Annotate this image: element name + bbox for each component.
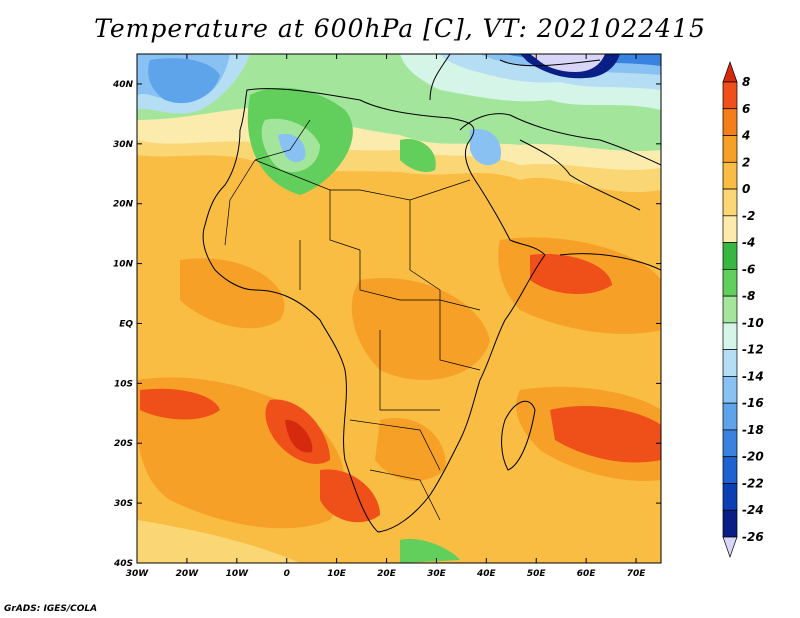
colorbar-label: -14 — [742, 369, 764, 383]
y-tick-label: 20S — [114, 439, 133, 449]
colorbar-swatch — [722, 509, 738, 538]
colorbar-swatch — [722, 161, 738, 190]
x-tick-label: 40E — [476, 569, 497, 579]
colorbar-label: -12 — [742, 343, 764, 357]
country-borders — [224, 119, 481, 521]
colorbar-swatch — [722, 295, 738, 324]
x-tick-label: 30W — [126, 569, 150, 579]
y-tick-label: 20N — [113, 200, 134, 210]
colorbar-swatch — [722, 322, 738, 350]
colorbar-label: -8 — [742, 289, 755, 303]
y-tick-label: 30S — [114, 499, 133, 509]
colorbar-label: 4 — [741, 129, 750, 143]
colorbar-swatch — [722, 402, 738, 431]
colorbar-label: 0 — [742, 182, 750, 196]
x-tick-label: 20E — [377, 569, 397, 579]
y-tick-label: 10S — [114, 379, 133, 389]
y-tick-label: 10N — [113, 260, 134, 270]
colorbar-label: -10 — [742, 316, 764, 330]
temperature-field — [137, 54, 661, 563]
x-tick-label: 50E — [527, 569, 547, 579]
y-tick-label: EQ — [119, 319, 133, 329]
colorbar-label: -26 — [742, 530, 764, 544]
y-tick-label: 40N — [112, 80, 134, 90]
colorbar-label: -2 — [742, 209, 755, 223]
colorbar-swatch — [722, 429, 738, 458]
colorbar-label: 8 — [742, 75, 750, 89]
colorbar-swatch — [722, 215, 738, 243]
x-tick-label: 70E — [627, 569, 647, 579]
map-title: Temperature at 600hPa [C], VT: 202102241… — [94, 14, 706, 43]
coastlines — [202, 54, 661, 533]
x-tick-label: 0 — [284, 569, 290, 579]
x-tick-label: 60E — [577, 569, 597, 579]
colorbar-label: 6 — [742, 102, 750, 116]
colorbar-swatch — [722, 108, 738, 136]
colorbar-label: -6 — [742, 262, 755, 276]
grads-credit: GrADS: IGES/COLA — [4, 604, 98, 614]
colorbar-label: 2 — [742, 155, 750, 169]
colorbar-label: -18 — [742, 423, 764, 437]
axis-ticks: 30W 20W 10W 0 10E 20E 30E 40E 50E 60E 70E 40N 30N 20N… — [112, 54, 661, 579]
x-tick-label: 10W — [226, 569, 250, 579]
colorbar-swatch — [722, 60, 738, 83]
colorbar-label: -24 — [742, 503, 764, 517]
colorbar-label: -16 — [742, 396, 764, 410]
map-frame — [136, 53, 662, 564]
x-tick-label: 20W — [176, 569, 200, 579]
y-tick-label: 30N — [113, 140, 134, 150]
colorbar-swatch — [722, 135, 738, 163]
colorbar-swatch — [722, 349, 738, 377]
colorbar-swatch — [722, 188, 738, 217]
x-tick-label: 30E — [427, 569, 447, 579]
colorbar-swatch — [722, 376, 738, 404]
colorbar-label: -4 — [742, 236, 755, 250]
colorbar-swatch — [722, 269, 738, 297]
colorbar: 8 6 4 2 0 -2 -4 -6 -8 -10 -12 -14 -16 -18 -20 -22 -24 -26 — [722, 60, 764, 559]
y-tick-label: 40S — [113, 559, 133, 569]
colorbar-swatch — [722, 536, 738, 559]
x-tick-label: 10E — [327, 569, 347, 579]
colorbar-label: -20 — [742, 450, 764, 464]
colorbar-label: -22 — [742, 476, 764, 490]
colorbar-swatch — [722, 456, 738, 484]
colorbar-swatch — [722, 483, 738, 511]
colorbar-swatch — [722, 242, 738, 270]
colorbar-swatch — [722, 81, 738, 110]
